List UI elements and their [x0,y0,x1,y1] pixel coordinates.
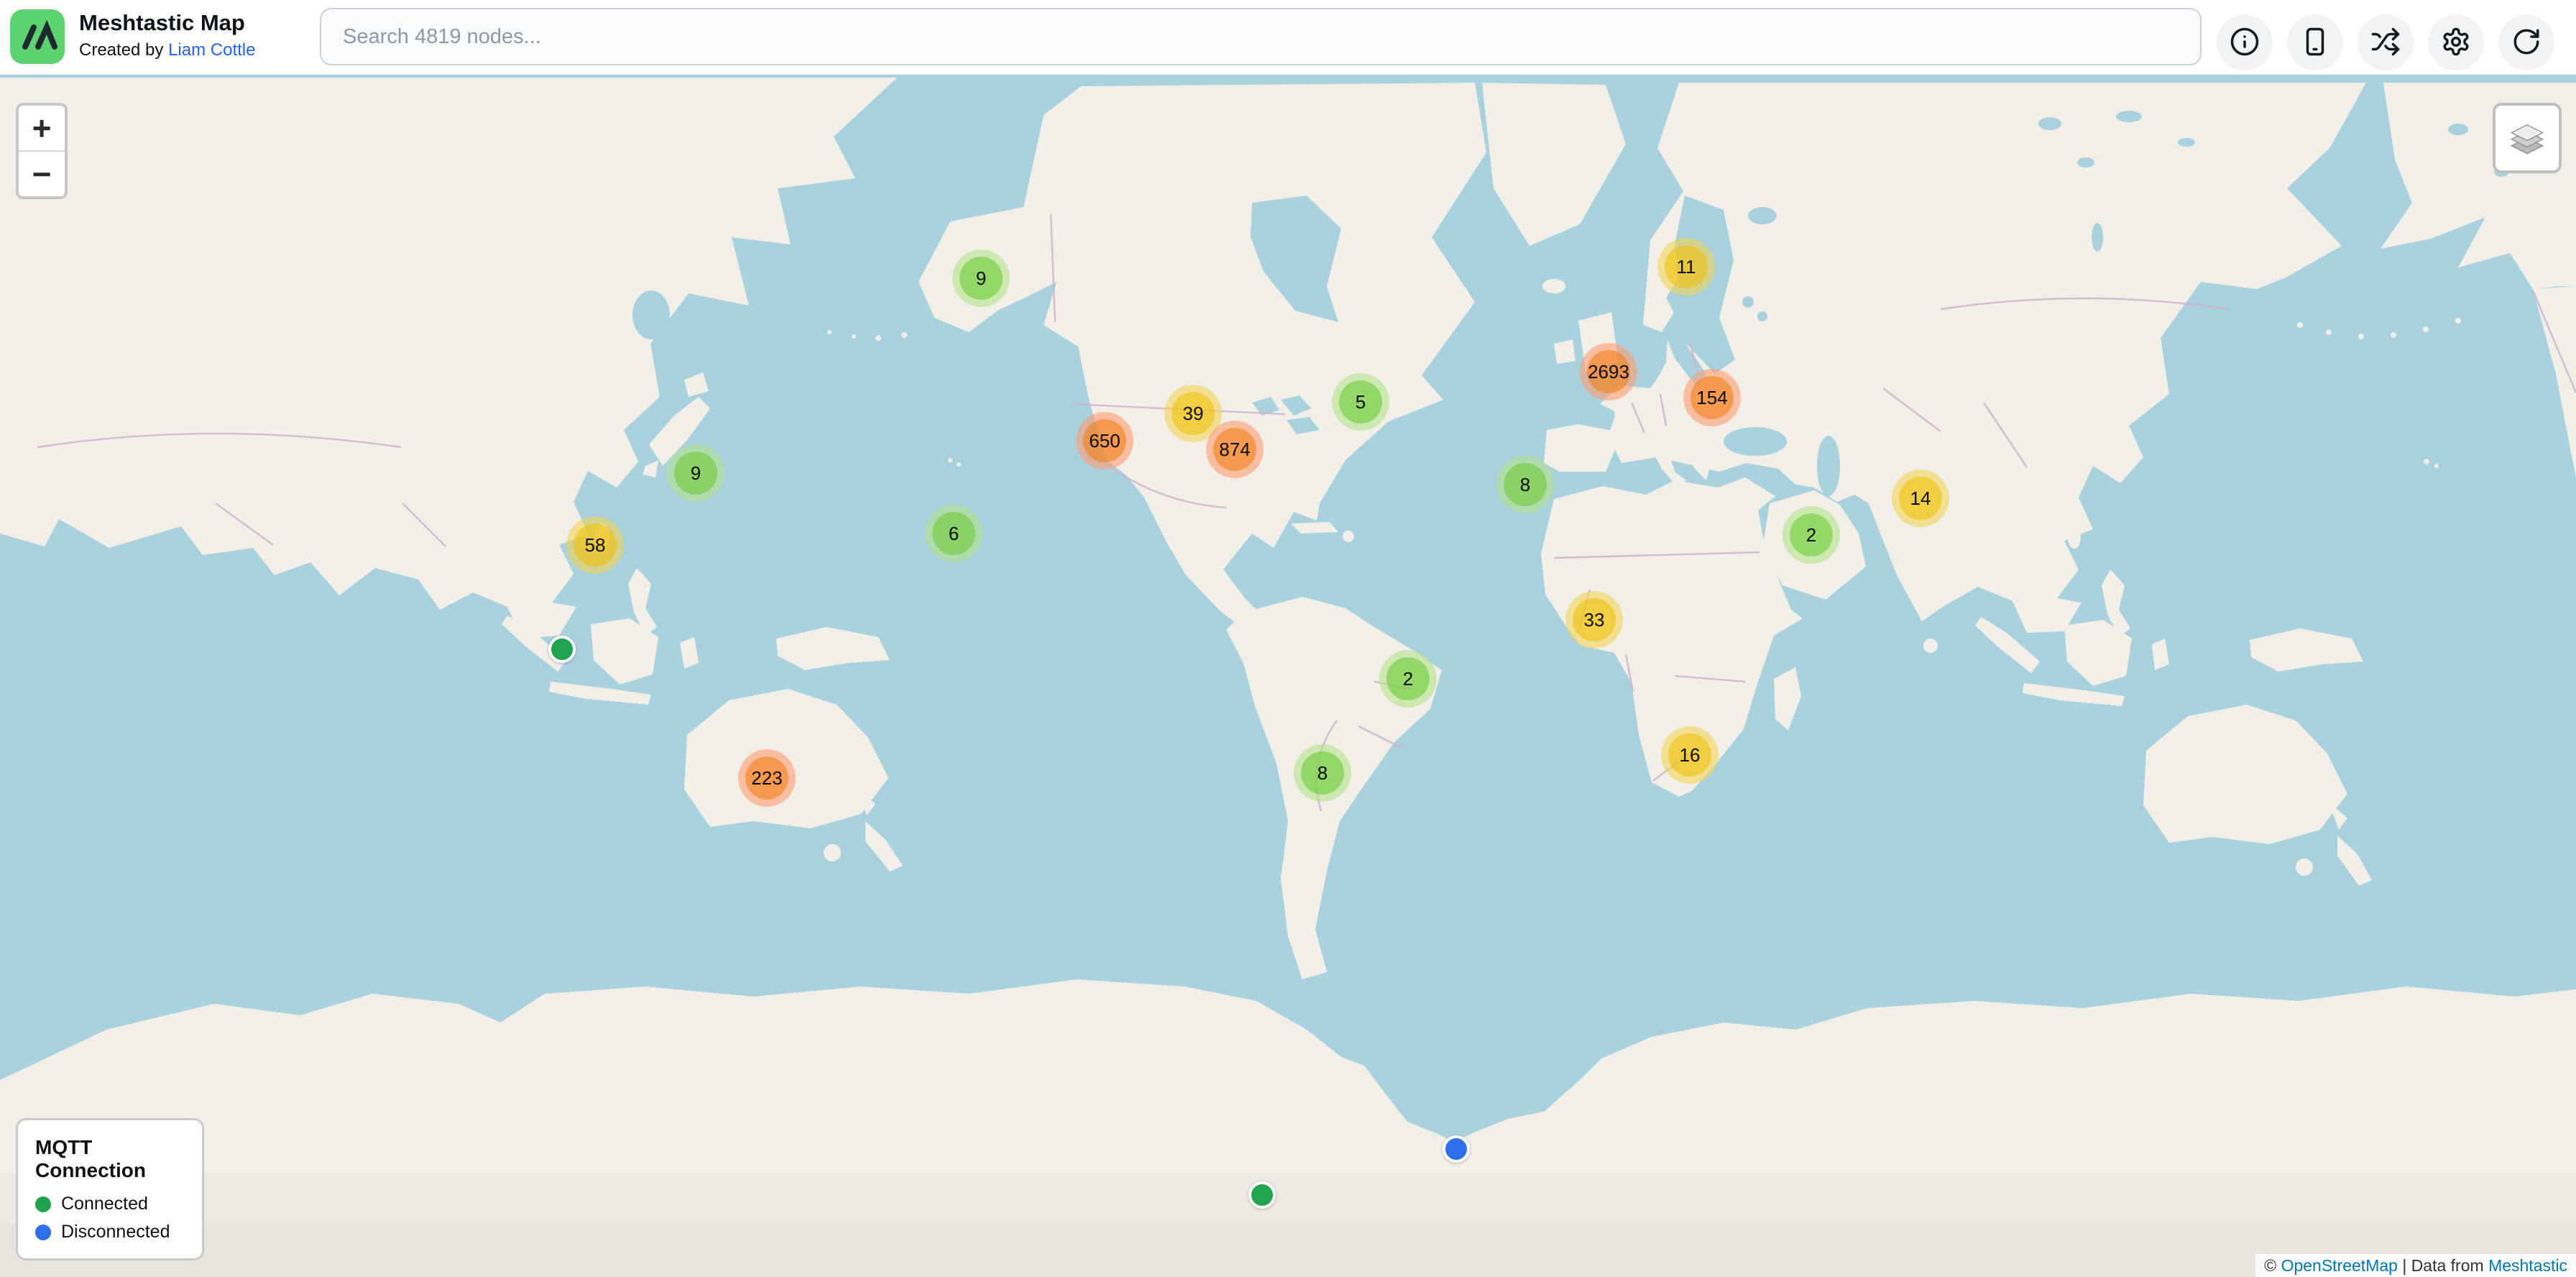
node-cluster-marker[interactable]: 874 [1206,421,1264,478]
node-cluster-marker[interactable]: 11 [1657,238,1715,296]
basemap-tiles [0,74,2576,1277]
node-cluster-marker[interactable]: 8 [1294,744,1351,802]
meshtastic-logo [10,9,65,64]
node-cluster-marker[interactable]: 223 [738,749,796,807]
node-cluster-marker[interactable]: 2 [1379,650,1437,708]
node-cluster-marker[interactable]: 33 [1565,591,1623,649]
refresh-icon [2511,27,2542,59]
node-cluster-marker[interactable]: 5 [1332,373,1389,431]
cluster-count: 5 [1339,380,1382,424]
zoom-control: + − [16,103,68,199]
world-map[interactable]: + − 9 9 58 6 650 39 874 5 11 2693 154 8 2 14 33 2 8 223 16… [0,74,2576,1277]
cluster-count: 11 [1665,245,1708,288]
cluster-count: 223 [745,756,788,800]
settings-button[interactable] [2428,14,2484,70]
node-cluster-marker[interactable]: 2693 [1580,343,1637,401]
node-cluster-marker[interactable]: 2 [1782,506,1840,564]
node-cluster-marker[interactable]: 9 [952,250,1010,307]
node-cluster-marker[interactable]: 650 [1076,412,1133,470]
layers-icon [2506,116,2548,161]
legend-status-label: Disconnected [61,1222,170,1242]
cluster-count: 16 [1668,733,1711,777]
legend-item: Connected [35,1194,185,1214]
cluster-count: 33 [1573,598,1616,641]
info-icon [2230,27,2260,59]
cluster-count: 39 [1172,392,1215,435]
search-input[interactable] [320,8,2202,65]
attribution-middle-text: | Data from [2397,1255,2489,1275]
cluster-count: 14 [1899,477,1942,520]
cluster-count: 154 [1690,376,1734,419]
cluster-count: 2693 [1587,350,1630,393]
app-title: Meshtastic Map [79,10,245,35]
cluster-count: 58 [574,523,617,567]
legend-status-label: Connected [61,1194,148,1214]
cluster-count: 874 [1213,428,1256,471]
layers-control-button[interactable] [2493,103,2562,173]
subtitle-prefix: Created by [79,40,169,60]
copyright-symbol: © [2264,1255,2281,1275]
legend-items: Connected Disconnected [35,1194,185,1242]
mqtt-connection-legend: MQTT Connection Connected Disconnected [16,1118,204,1260]
refresh-button[interactable] [2498,14,2554,70]
legend-item: Disconnected [35,1222,185,1242]
node-cluster-marker[interactable]: 9 [667,444,724,502]
cluster-count: 2 [1386,657,1430,700]
smartphone-icon [2300,27,2330,59]
settings-gear-icon [2441,27,2471,59]
node-cluster-marker[interactable]: 6 [925,505,983,562]
node-marker-disconnected[interactable] [1443,1135,1470,1163]
shuffle-icon [2370,27,2401,59]
info-button[interactable] [2217,14,2273,70]
cluster-count: 6 [932,512,975,555]
cluster-count: 9 [674,452,717,495]
cluster-count: 9 [960,257,1003,300]
mobile-app-button[interactable] [2287,14,2343,70]
app-subtitle: Created by Liam Cottle [79,37,255,63]
legend-status-dot [35,1224,51,1240]
map-attribution: © OpenStreetMap | Data from Meshtastic [2255,1254,2576,1277]
random-node-button[interactable] [2358,14,2414,70]
cluster-count: 650 [1083,419,1126,462]
openstreetmap-link[interactable]: OpenStreetMap [2281,1255,2398,1275]
legend-status-dot [35,1196,51,1212]
cluster-count: 2 [1790,513,1833,557]
node-marker-connected[interactable] [548,636,576,663]
zoom-in-button[interactable]: + [19,106,65,152]
title-block: Meshtastic Map Created by Liam Cottle [79,9,255,63]
zoom-out-button[interactable]: − [19,152,65,196]
node-cluster-marker[interactable]: 58 [566,516,624,574]
legend-title: MQTT Connection [35,1136,146,1181]
node-cluster-marker[interactable]: 8 [1496,456,1554,513]
author-link[interactable]: Liam Cottle [168,40,256,60]
node-cluster-marker[interactable]: 14 [1892,470,1949,527]
node-cluster-marker[interactable]: 154 [1683,369,1741,426]
cluster-count: 8 [1301,751,1344,795]
cluster-count: 8 [1504,463,1547,506]
header-bar: Meshtastic Map Created by Liam Cottle [0,0,2576,75]
meshtastic-link[interactable]: Meshtastic [2488,1255,2567,1275]
node-cluster-marker[interactable]: 16 [1661,726,1719,784]
node-marker-connected[interactable] [1248,1181,1276,1209]
